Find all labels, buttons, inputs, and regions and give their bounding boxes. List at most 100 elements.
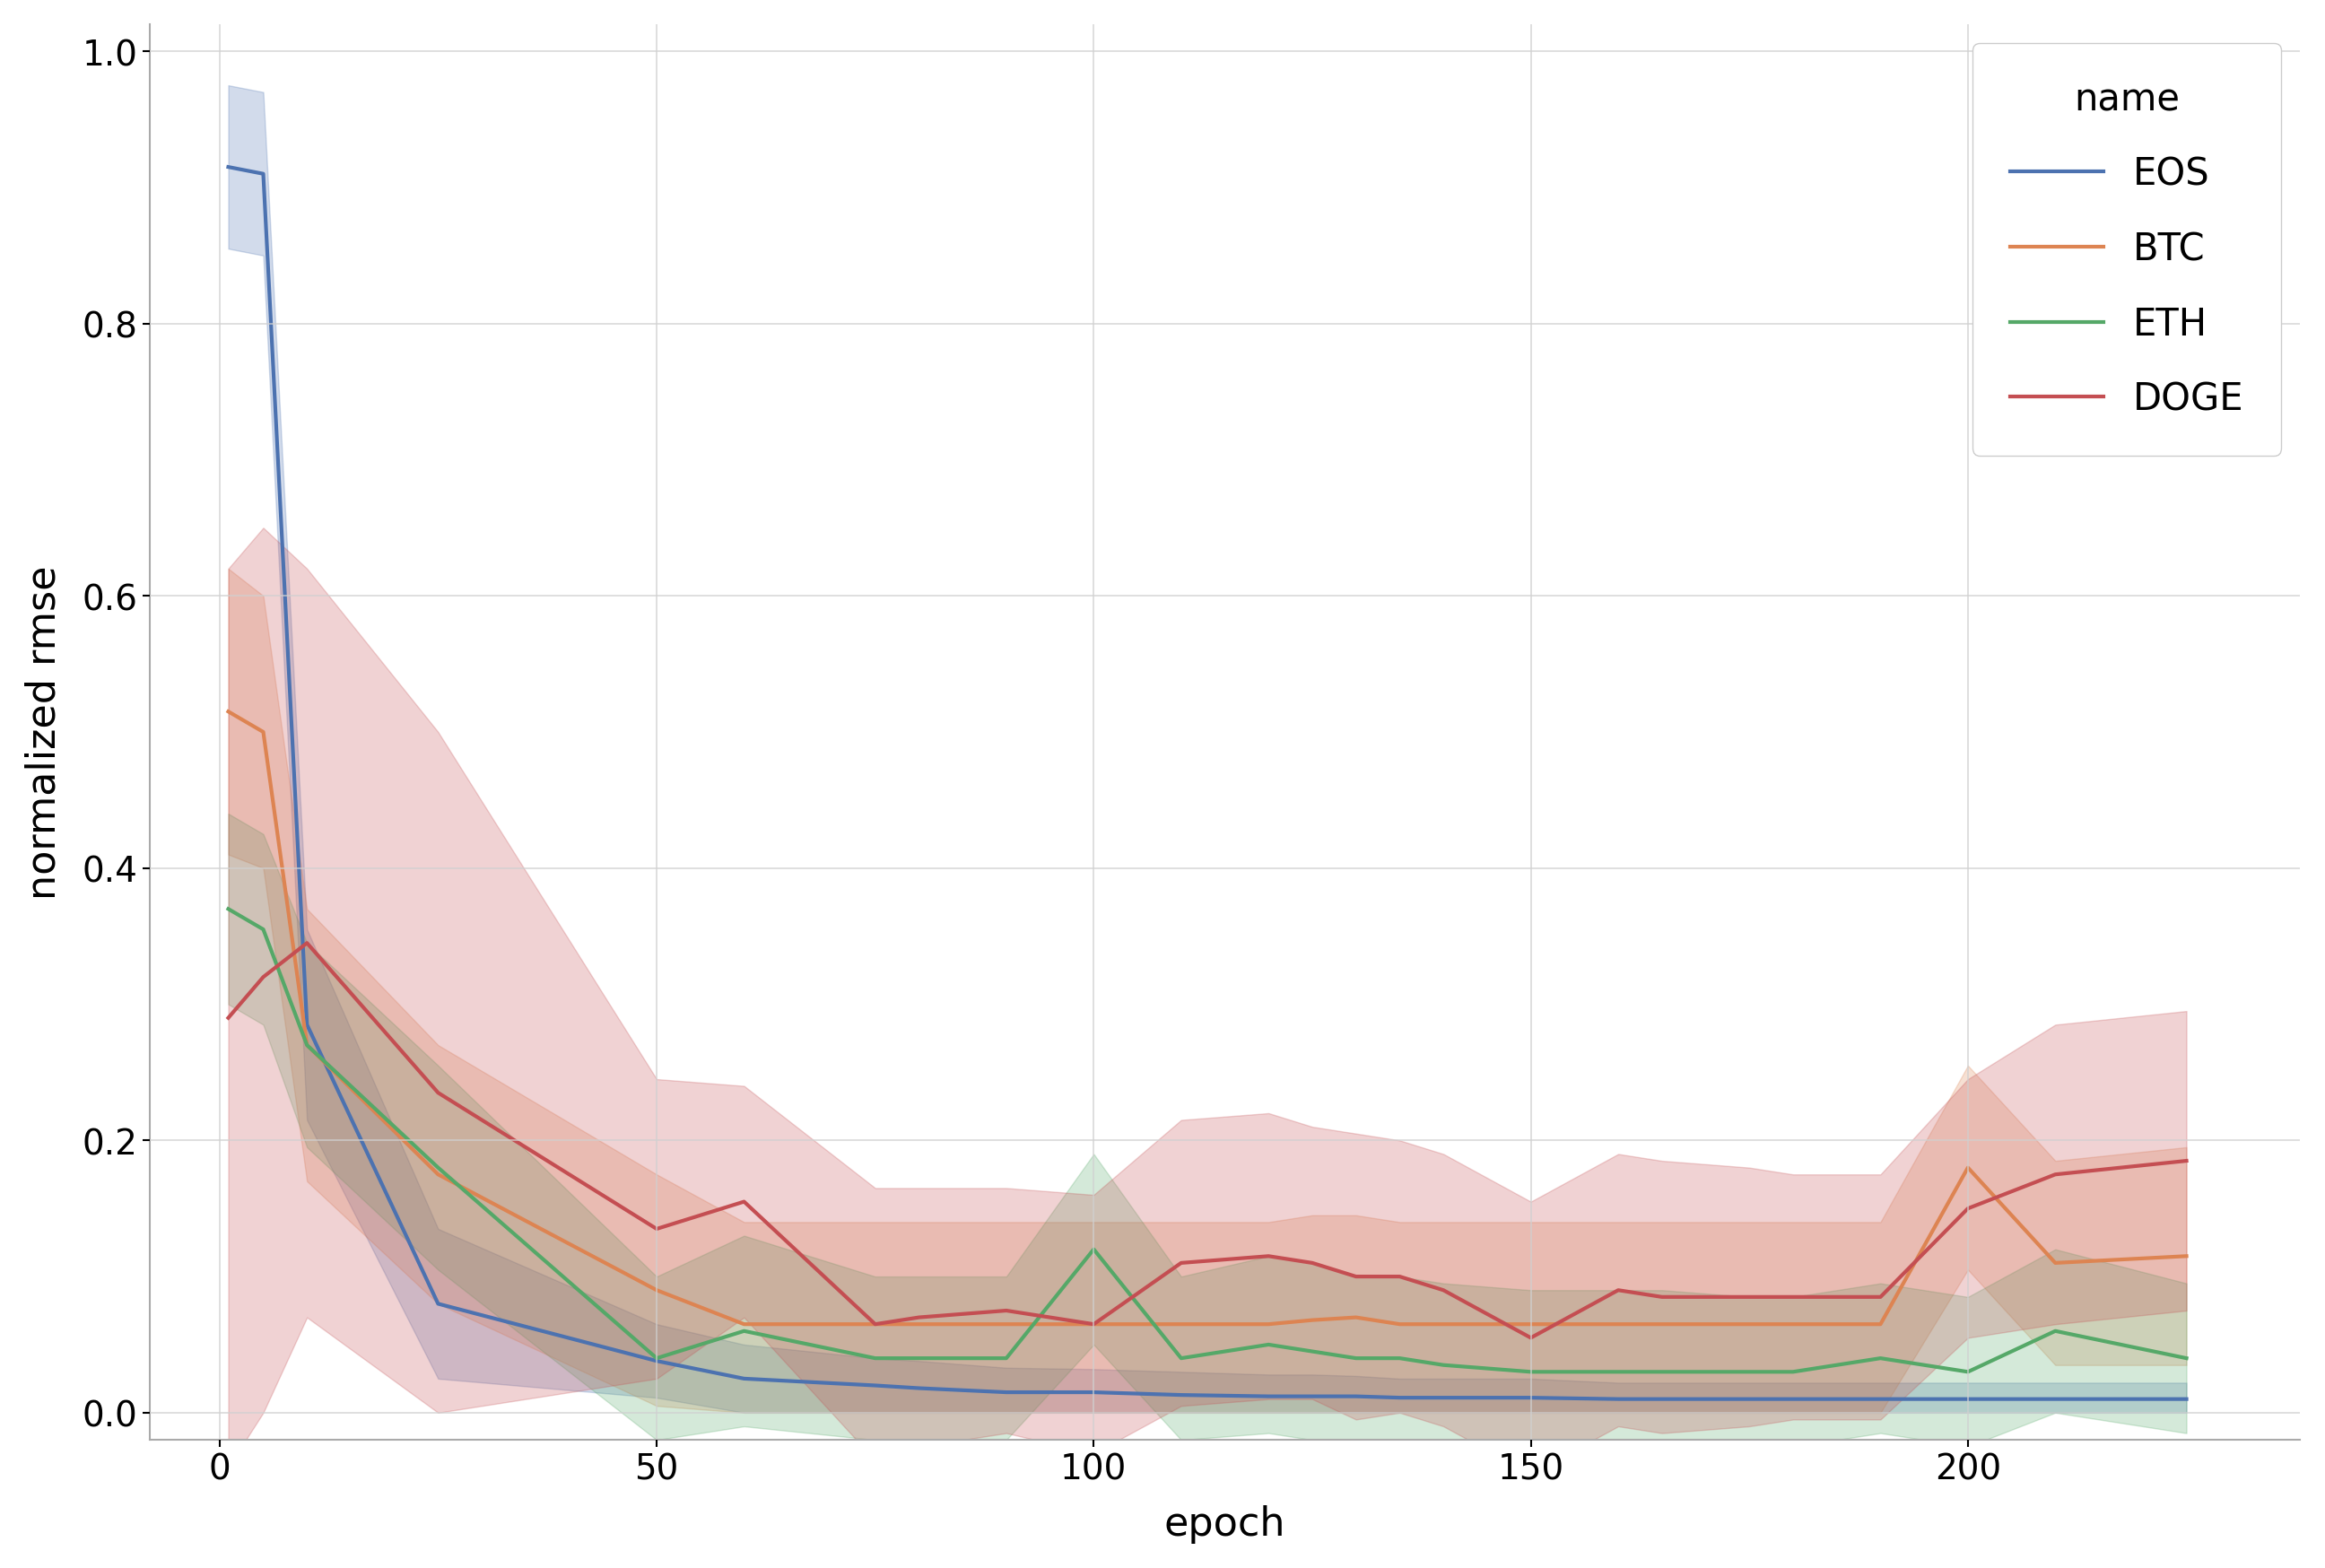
DOGE (1648, 1287, 1676, 1306)
BTC (2172, 1247, 2199, 1265)
BTC (1734, 1316, 1762, 1334)
ETH (214, 900, 242, 919)
EOS (860, 1377, 888, 1396)
EOS (1256, 1388, 1283, 1406)
ETH (2172, 1348, 2199, 1367)
DOGE (214, 1008, 242, 1027)
ETH (1648, 1363, 1676, 1381)
ETH (730, 1322, 758, 1341)
ETH (1779, 1363, 1807, 1381)
DOGE (2041, 1165, 2069, 1184)
DOGE (249, 967, 277, 986)
DOGE (2172, 1151, 2199, 1170)
EOS (293, 1016, 321, 1035)
DOGE (1779, 1287, 1807, 1306)
BTC (1867, 1316, 1895, 1334)
EOS (904, 1378, 932, 1397)
Y-axis label: normalized rmse: normalized rmse (26, 566, 63, 900)
EOS (993, 1383, 1021, 1402)
BTC (423, 1165, 451, 1184)
EOS (249, 165, 277, 183)
ETH (1734, 1363, 1762, 1381)
ETH (293, 1036, 321, 1055)
ETH (993, 1348, 1021, 1367)
BTC (993, 1316, 1021, 1334)
ETH (249, 920, 277, 939)
BTC (860, 1316, 888, 1334)
EOS (1953, 1389, 1981, 1408)
BTC (249, 723, 277, 742)
ETH (1604, 1363, 1632, 1381)
DOGE (1734, 1287, 1762, 1306)
DOGE (1256, 1247, 1283, 1265)
EOS (1648, 1389, 1676, 1408)
EOS (1297, 1388, 1325, 1406)
DOGE (904, 1308, 932, 1327)
ETH (1867, 1348, 1895, 1367)
EOS (423, 1295, 451, 1314)
BTC (293, 1036, 321, 1055)
DOGE (1953, 1200, 1981, 1218)
BTC (904, 1316, 932, 1334)
BTC (1256, 1316, 1283, 1334)
EOS (730, 1369, 758, 1388)
EOS (1604, 1389, 1632, 1408)
DOGE (1430, 1281, 1458, 1300)
DOGE (1867, 1287, 1895, 1306)
BTC (730, 1316, 758, 1334)
DOGE (860, 1316, 888, 1334)
BTC (2041, 1254, 2069, 1273)
BTC (642, 1281, 670, 1300)
DOGE (993, 1301, 1021, 1320)
BTC (1430, 1316, 1458, 1334)
DOGE (1386, 1267, 1414, 1286)
BTC (1079, 1316, 1107, 1334)
BTC (1386, 1316, 1414, 1334)
ETH (1430, 1356, 1458, 1375)
ETH (642, 1348, 670, 1367)
ETH (1167, 1348, 1195, 1367)
DOGE (730, 1192, 758, 1210)
EOS (1167, 1386, 1195, 1405)
ETH (1386, 1348, 1414, 1367)
BTC (1779, 1316, 1807, 1334)
DOGE (1079, 1316, 1107, 1334)
Line: EOS: EOS (228, 168, 2186, 1399)
EOS (1079, 1383, 1107, 1402)
EOS (214, 158, 242, 177)
ETH (423, 1159, 451, 1178)
DOGE (642, 1220, 670, 1239)
EOS (1342, 1388, 1369, 1406)
BTC (1516, 1316, 1544, 1334)
Line: DOGE: DOGE (228, 944, 2186, 1338)
BTC (1953, 1159, 1981, 1178)
BTC (1648, 1316, 1676, 1334)
EOS (1386, 1388, 1414, 1406)
DOGE (423, 1083, 451, 1102)
EOS (1430, 1388, 1458, 1406)
ETH (1297, 1342, 1325, 1361)
DOGE (1167, 1254, 1195, 1273)
BTC (1604, 1316, 1632, 1334)
DOGE (1604, 1281, 1632, 1300)
DOGE (1342, 1267, 1369, 1286)
DOGE (293, 935, 321, 953)
EOS (2041, 1389, 2069, 1408)
DOGE (1297, 1254, 1325, 1273)
BTC (1342, 1308, 1369, 1327)
BTC (1297, 1311, 1325, 1330)
EOS (2172, 1389, 2199, 1408)
BTC (1167, 1316, 1195, 1334)
EOS (1867, 1389, 1895, 1408)
EOS (1734, 1389, 1762, 1408)
ETH (904, 1348, 932, 1367)
ETH (1953, 1363, 1981, 1381)
BTC (214, 702, 242, 721)
Line: BTC: BTC (228, 712, 2186, 1325)
EOS (642, 1352, 670, 1370)
EOS (1516, 1388, 1544, 1406)
ETH (1516, 1363, 1544, 1381)
ETH (860, 1348, 888, 1367)
EOS (1779, 1389, 1807, 1408)
ETH (1079, 1240, 1107, 1259)
